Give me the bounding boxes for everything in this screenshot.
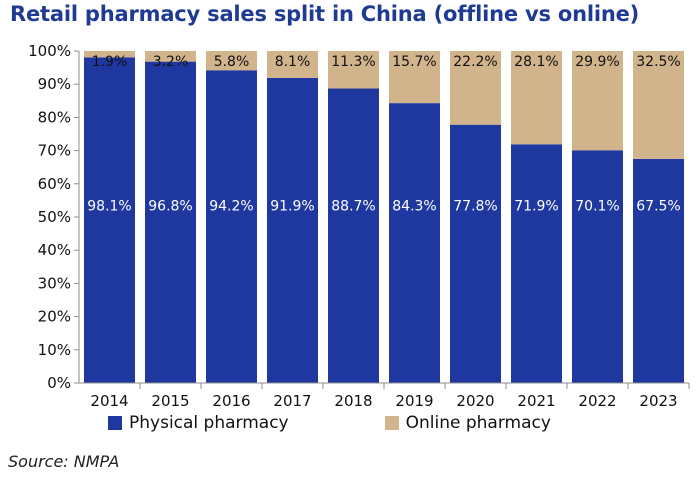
bar-online-2019 (389, 51, 440, 104)
legend-label-online: Online pharmacy (405, 413, 551, 433)
x-tick-2019: 2019 (395, 392, 433, 410)
data-label-online-2015: 3.2% (153, 54, 189, 70)
bar-physical-2019 (389, 103, 440, 384)
data-label-online-2021: 28.1% (514, 54, 558, 70)
bar-online-2016 (206, 51, 257, 71)
bar-physical-2018 (328, 88, 379, 384)
legend-item-physical: Physical pharmacy (108, 413, 289, 433)
bar-physical-2014 (84, 57, 135, 384)
bar-physical-2023 (633, 158, 684, 383)
bar-online-2021 (511, 51, 562, 145)
bar-physical-2020 (450, 124, 501, 383)
legend-swatch-physical (108, 416, 122, 430)
y-tick-10%: 10% (38, 341, 71, 359)
x-tick-2023: 2023 (639, 392, 677, 410)
bar-physical-2017 (267, 77, 318, 383)
data-label-physical-2014: 98.1% (87, 198, 131, 214)
data-label-online-2022: 29.9% (575, 54, 619, 70)
legend-item-online: Online pharmacy (384, 413, 551, 433)
data-label-online-2020: 22.2% (453, 54, 497, 70)
y-tick-50%: 50% (38, 208, 71, 226)
legend-label-physical: Physical pharmacy (129, 413, 289, 433)
axes-layer: 2014 2015 2016 2017 2018 2019 2020 2021 2022 2023… (28, 42, 690, 410)
source-note: Source: NMPA (8, 452, 120, 471)
bar-online-2023 (633, 51, 684, 159)
data-label-physical-2016: 94.2% (209, 198, 253, 214)
y-tick-60%: 60% (38, 175, 71, 193)
data-label-online-2018: 11.3% (331, 54, 375, 70)
data-label-physical-2022: 70.1% (575, 198, 619, 214)
data-label-online-2016: 5.8% (214, 54, 250, 70)
data-label-physical-2021: 71.9% (514, 198, 558, 214)
y-tick-0%: 0% (47, 374, 71, 392)
bar-physical-2022 (572, 150, 623, 383)
x-tick-2020: 2020 (456, 392, 494, 410)
data-label-physical-2015: 96.8% (148, 198, 192, 214)
data-label-online-2023: 32.5% (636, 54, 680, 70)
y-tick-80%: 80% (38, 108, 71, 126)
bar-online-2017 (267, 51, 318, 78)
bar-physical-2016 (206, 70, 257, 384)
y-tick-90%: 90% (38, 75, 71, 93)
bar-physical-2015 (145, 61, 196, 384)
x-tick-2018: 2018 (334, 392, 372, 410)
data-label-online-2017: 8.1% (275, 54, 311, 70)
data-label-physical-2020: 77.8% (453, 198, 497, 214)
legend: Physical pharmacy Online pharmacy (108, 413, 551, 433)
x-tick-2022: 2022 (578, 392, 616, 410)
bar-physical-2021 (511, 144, 562, 383)
x-tick-2016: 2016 (212, 392, 250, 410)
data-label-physical-2019: 84.3% (392, 198, 436, 214)
y-tick-20%: 20% (38, 308, 71, 326)
y-tick-30%: 30% (38, 274, 71, 292)
chart-title: Retail pharmacy sales split in China (of… (10, 2, 640, 26)
data-labels-layer: 98.1% 1.9% 96.8% 3.2% 94.2% 5.8% 91.9% 8.1% 88.7… (87, 54, 680, 214)
x-tick-2017: 2017 (273, 392, 311, 410)
x-tick-2014: 2014 (90, 392, 128, 410)
bar-online-2018 (328, 51, 379, 89)
y-tick-70%: 70% (38, 142, 71, 160)
data-label-physical-2023: 67.5% (636, 198, 680, 214)
y-tick-40%: 40% (38, 241, 71, 259)
x-tick-2015: 2015 (151, 392, 189, 410)
bar-online-2022 (572, 51, 623, 151)
data-label-online-2019: 15.7% (392, 54, 436, 70)
stacked-bar-chart: 2014 2015 2016 2017 2018 2019 2020 2021 2022 2023… (28, 42, 690, 410)
data-label-physical-2018: 88.7% (331, 198, 375, 214)
bar-online-2015 (145, 51, 196, 62)
y-tick-100%: 100% (28, 42, 71, 60)
legend-swatch-online (384, 416, 399, 430)
data-label-physical-2017: 91.9% (270, 198, 314, 214)
bar-online-2020 (450, 51, 501, 125)
bar-online-2014 (84, 51, 135, 58)
bars-layer (84, 51, 684, 384)
data-label-online-2014: 1.9% (92, 54, 128, 70)
x-tick-2021: 2021 (517, 392, 555, 410)
